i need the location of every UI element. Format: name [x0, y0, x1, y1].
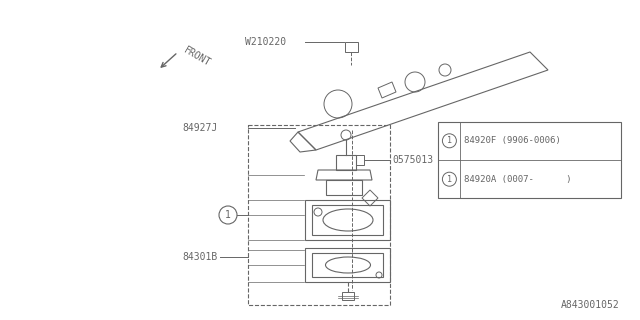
Text: 1: 1 [447, 175, 452, 184]
Text: A843001052: A843001052 [561, 300, 620, 310]
Text: 0575013: 0575013 [392, 155, 433, 165]
Text: 1: 1 [225, 210, 231, 220]
Text: 1: 1 [447, 136, 452, 145]
Text: W210220: W210220 [245, 37, 286, 47]
Text: FRONT: FRONT [182, 45, 212, 69]
Text: 84927J: 84927J [183, 123, 218, 133]
Text: 84301B: 84301B [183, 252, 218, 262]
Text: 84920F (9906-0006): 84920F (9906-0006) [465, 136, 561, 145]
Text: 84920A (0007-      ): 84920A (0007- ) [465, 175, 572, 184]
